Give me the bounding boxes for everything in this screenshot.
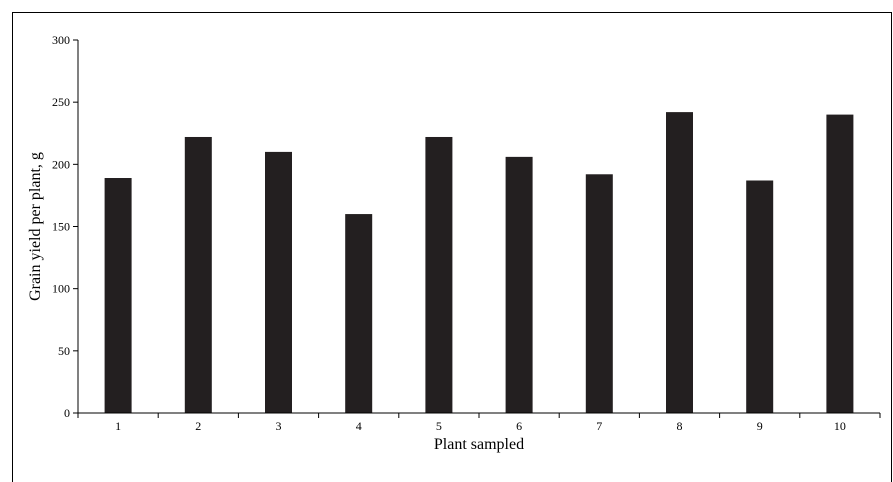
x-tick-label: 10 (834, 419, 846, 433)
x-tick-label: 5 (436, 419, 442, 433)
bar-plant-1 (104, 178, 132, 413)
x-tick-label: 9 (757, 419, 763, 433)
y-tick-label: 250 (52, 95, 70, 109)
x-axis-title: Plant sampled (434, 436, 524, 453)
y-tick-label: 100 (52, 282, 70, 296)
y-tick-label: 50 (58, 344, 70, 358)
bar-plant-4 (345, 214, 373, 413)
x-tick-label: 7 (596, 419, 602, 433)
bar-plant-5 (425, 136, 453, 414)
bar-plant-8 (666, 112, 693, 413)
bar-plant-10 (826, 114, 854, 413)
y-axis-title: Grain yield per plant, g (27, 152, 44, 301)
chart-frame (12, 12, 892, 482)
x-tick-label: 6 (516, 419, 522, 433)
x-tick-label: 8 (677, 419, 683, 433)
bar-plant-2 (184, 136, 212, 414)
bars (104, 112, 854, 414)
x-tick-label: 1 (115, 419, 121, 433)
y-tick-label: 0 (64, 406, 70, 420)
y-tick-label: 200 (52, 157, 70, 171)
y-tick-label: 150 (52, 220, 70, 234)
x-tick-label: 4 (356, 419, 362, 433)
x-axis-ticks: 1 2 3 4 5 6 7 8 9 10 (77, 413, 881, 433)
y-tick-label: 300 (52, 33, 70, 47)
x-tick-label: 3 (276, 419, 282, 433)
bar-plant-7 (585, 174, 613, 413)
bar-plant-9 (746, 180, 774, 413)
bar-plant-6 (505, 156, 533, 413)
bar-plant-3 (265, 151, 292, 413)
y-axis-ticks: 0 50 100 150 200 250 300 (52, 33, 78, 420)
x-tick-label: 2 (195, 419, 201, 433)
